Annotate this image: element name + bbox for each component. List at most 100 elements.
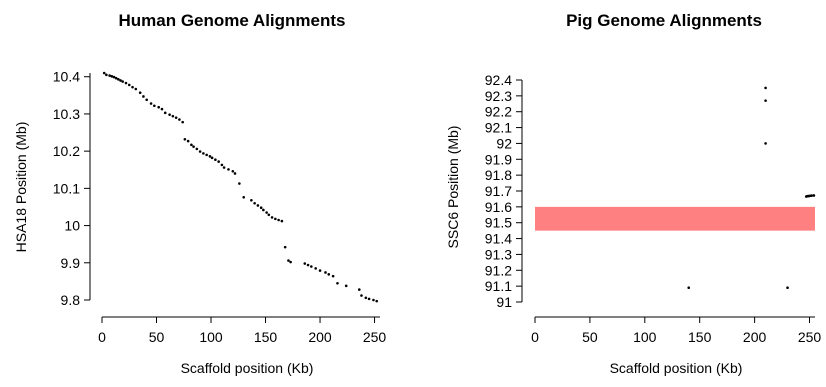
human-data-point [178, 118, 181, 121]
human-y-tick-label: 10 [64, 218, 80, 234]
pig-data-point [786, 286, 789, 290]
human-data-point [222, 166, 226, 169]
human-data-point [262, 208, 265, 212]
human-data-point [336, 281, 339, 285]
human-data-point [127, 83, 131, 87]
pig-data-point [764, 99, 767, 102]
human-y-tick-label: 9.9 [61, 255, 81, 271]
pig-y-tick-label: 91.7 [485, 183, 512, 199]
pig-y-tick-label: 92 [496, 135, 512, 151]
pig-y-tick-label: 91.2 [485, 262, 512, 278]
pig-x-tick-label: 50 [582, 329, 598, 345]
human-data-point [142, 95, 145, 98]
human-data-point [220, 163, 224, 167]
human-data-point [198, 150, 202, 153]
human-data-point [153, 104, 156, 108]
human-data-point [149, 102, 153, 105]
human-data-point [210, 156, 214, 160]
human-y-tick-label: 9.8 [61, 292, 81, 308]
pig-data-point [810, 194, 814, 197]
pig-data-point [764, 86, 767, 90]
pig-y-tick-label: 91 [496, 294, 512, 310]
pig-x-tick-label: 150 [688, 329, 712, 345]
human-x-tick-label: 0 [98, 329, 106, 345]
human-data-point [119, 79, 122, 82]
human-x-tick-label: 200 [308, 329, 332, 345]
human-data-point [242, 195, 246, 199]
human-data-point [217, 160, 220, 163]
human-data-point [306, 263, 310, 267]
human-data-point [238, 182, 241, 185]
human-plot-title: Human Genome Alignments [118, 11, 345, 30]
human-data-point [375, 299, 379, 303]
human-data-point [163, 111, 167, 115]
pig-y-tick-label: 92.3 [485, 88, 512, 104]
human-data-point [134, 87, 138, 91]
human-data-point [324, 271, 327, 274]
pig-data-point [764, 142, 767, 145]
pig-genome-plot: Pig Genome Alignments 0 50 100 150 200 250 91… [445, 11, 821, 376]
human-data-point [318, 269, 322, 272]
pig-x-tick-label: 0 [531, 329, 539, 345]
human-data-point [190, 143, 193, 147]
pig-x-axis-label: Scaffold position (Kb) [610, 360, 743, 376]
human-data-point [110, 75, 114, 78]
human-data-point [289, 260, 292, 264]
pig-y-tick-label: 91.4 [485, 231, 512, 247]
human-data-point [344, 284, 348, 288]
human-data-point [265, 211, 268, 214]
human-data-point [331, 274, 335, 278]
human-data-point [367, 297, 371, 301]
human-x-tick-label: 150 [254, 329, 278, 345]
human-data-point [145, 98, 148, 102]
human-data-point [138, 91, 142, 95]
human-data-point [259, 206, 263, 210]
human-x-tick-label: 100 [199, 329, 223, 345]
human-data-point [117, 78, 120, 81]
pig-data-point [687, 286, 691, 290]
human-data-point [327, 273, 331, 276]
human-y-axis-label: HSA18 Position (Mb) [13, 122, 29, 253]
human-data-point [233, 172, 237, 175]
human-y-tick-label: 10.4 [53, 69, 80, 85]
human-data-point [183, 137, 187, 141]
human-data-point [267, 213, 271, 217]
human-data-point [112, 75, 116, 79]
human-data-point [181, 120, 184, 124]
human-genome-plot: Human Genome Alignments 0 50 100 150 200 250 … [13, 11, 386, 376]
pig-x-tick-label: 200 [743, 329, 767, 345]
human-data-point [303, 262, 307, 265]
human-data-point [121, 80, 125, 83]
human-y-tick-label: 10.2 [53, 143, 80, 159]
human-data-point [131, 85, 134, 89]
human-data-point [186, 139, 190, 143]
human-data-point [250, 198, 253, 202]
human-data-point [205, 153, 208, 157]
human-data-point [372, 298, 375, 302]
human-data-point [192, 145, 195, 148]
human-data-point [202, 152, 205, 155]
pig-x-tick-label: 250 [798, 329, 822, 345]
human-data-point [160, 107, 164, 111]
human-data-point [283, 245, 287, 249]
human-data-point [310, 265, 313, 268]
human-data-point [208, 155, 212, 158]
human-data-point [364, 296, 368, 300]
human-data-point [357, 288, 361, 291]
human-x-tick-label: 50 [149, 329, 165, 345]
human-data-point [195, 147, 199, 151]
human-data-point [157, 105, 160, 109]
human-data-point [253, 201, 256, 205]
pig-y-tick-label: 91.6 [485, 199, 512, 215]
pig-y-tick-label: 92.1 [485, 120, 512, 136]
human-data-point [256, 204, 260, 207]
human-x-axis-label: Scaffold position (Kb) [181, 360, 314, 376]
human-data-point [274, 217, 277, 221]
human-data-point [105, 73, 108, 77]
human-data-point [102, 71, 106, 75]
human-x-tick-label: 250 [363, 329, 387, 345]
pig-data-point [812, 194, 816, 197]
pig-y-tick-label: 91.1 [485, 278, 512, 294]
pig-y-tick-label: 91.8 [485, 167, 512, 183]
